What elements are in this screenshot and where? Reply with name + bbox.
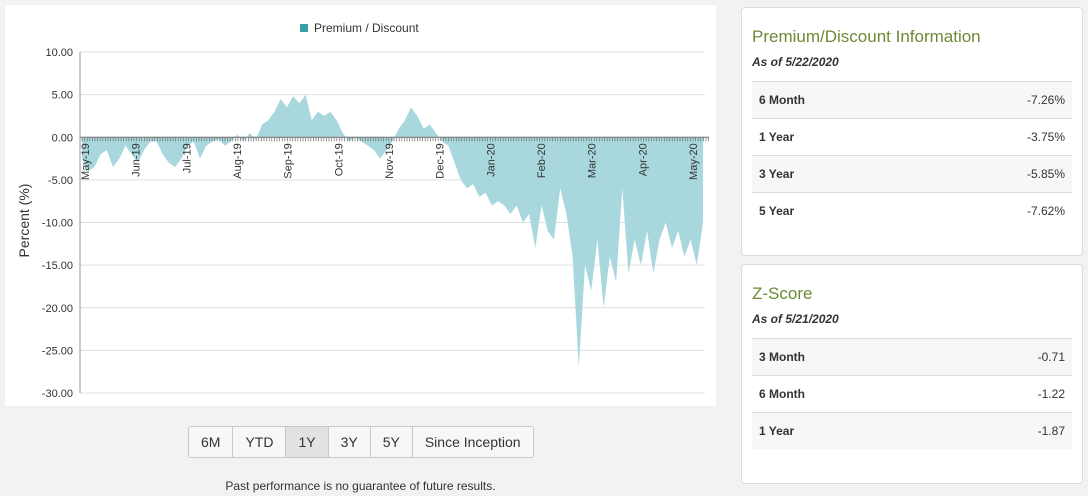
y-tick-label: -20.00 [42, 303, 73, 315]
z-score-table: 3 Month -0.71 6 Month -1.22 1 Year -1.87 [752, 338, 1072, 449]
x-tick-label: Apr-20 [637, 143, 649, 176]
card-title: Z-Score [752, 284, 813, 303]
x-tick-label: Dec-19 [435, 143, 447, 178]
row-label: 1 Year [759, 130, 795, 144]
row-label: 6 Month [759, 387, 805, 401]
legend-swatch [300, 24, 308, 32]
z-score-card: Z-Score As of 5/21/2020 3 Month -0.71 6 … [741, 264, 1083, 484]
row-label: 6 Month [759, 93, 805, 107]
range-button-3y[interactable]: 3Y [328, 427, 371, 457]
row-label: 5 Year [759, 204, 795, 218]
row-label: 3 Month [759, 350, 805, 364]
range-button-6m[interactable]: 6M [189, 427, 234, 457]
premium-discount-card: Premium/Discount Information As of 5/22/… [741, 7, 1083, 256]
row-value: -0.71 [1037, 350, 1065, 364]
table-row: 5 Year -7.62% [752, 193, 1072, 229]
row-value: -5.85% [1026, 167, 1065, 181]
x-tick-label: Feb-20 [536, 143, 548, 178]
table-row: 1 Year -3.75% [752, 119, 1072, 156]
y-tick-label: -30.00 [42, 388, 73, 400]
range-button-5y[interactable]: 5Y [370, 427, 413, 457]
table-row: 6 Month -1.22 [752, 376, 1072, 413]
y-tick-label: 10.00 [45, 47, 73, 59]
range-button-since-inception[interactable]: Since Inception [412, 427, 533, 457]
x-tick-label: Jun-19 [131, 143, 143, 177]
table-row: 3 Year -5.85% [752, 156, 1072, 193]
x-tick-label: Sep-19 [283, 143, 295, 178]
range-button-1y[interactable]: 1Y [286, 427, 329, 457]
premium-discount-area [82, 94, 703, 368]
chart-svg: 10.00 5.00 0.00 -5.00 -10.00 -15.00 -20.00 -25.… [16, 21, 709, 400]
premium-discount-chart: 10.00 5.00 0.00 -5.00 -10.00 -15.00 -20.00 -25.… [5, 5, 716, 406]
y-tick-label: -15.00 [42, 260, 73, 272]
card-as-of-date: As of 5/21/2020 [752, 312, 839, 326]
y-tick-label: -25.00 [42, 345, 73, 357]
x-tick-label: Jan-20 [485, 143, 497, 177]
row-value: -1.87 [1037, 424, 1065, 438]
row-value: -3.75% [1026, 130, 1065, 144]
legend-label: Premium / Discount [314, 21, 419, 35]
row-value: -1.22 [1037, 387, 1065, 401]
table-row: 6 Month -7.26% [752, 82, 1072, 119]
card-as-of-date: As of 5/22/2020 [752, 55, 839, 69]
x-tick-label: Oct-19 [333, 143, 345, 176]
x-tick-label: Jul-19 [181, 143, 193, 173]
table-row: 1 Year -1.87 [752, 413, 1072, 449]
x-tick-label: Aug-19 [232, 143, 244, 178]
y-tick-label: -10.00 [42, 218, 73, 230]
range-selector: 6M YTD 1Y 3Y 5Y Since Inception [188, 426, 534, 458]
x-tick-label: May-19 [80, 143, 92, 180]
row-label: 1 Year [759, 424, 795, 438]
y-tick-label: 5.00 [52, 90, 73, 102]
y-tick-label: 0.00 [52, 132, 73, 144]
row-value: -7.26% [1026, 93, 1065, 107]
x-tick-label: Mar-20 [587, 143, 599, 178]
card-title: Premium/Discount Information [752, 27, 981, 46]
row-label: 3 Year [759, 167, 795, 181]
x-tick-label: Nov-19 [384, 143, 396, 178]
premium-discount-table: 6 Month -7.26% 1 Year -3.75% 3 Year -5.8… [752, 81, 1072, 229]
table-row: 3 Month -0.71 [752, 339, 1072, 376]
range-button-ytd[interactable]: YTD [233, 427, 287, 457]
y-axis-title: Percent (%) [16, 184, 32, 258]
performance-disclaimer: Past performance is no guarantee of futu… [225, 479, 496, 493]
row-value: -7.62% [1026, 204, 1065, 218]
x-tick-label: May-20 [688, 143, 700, 180]
y-tick-label: -5.00 [48, 175, 73, 187]
